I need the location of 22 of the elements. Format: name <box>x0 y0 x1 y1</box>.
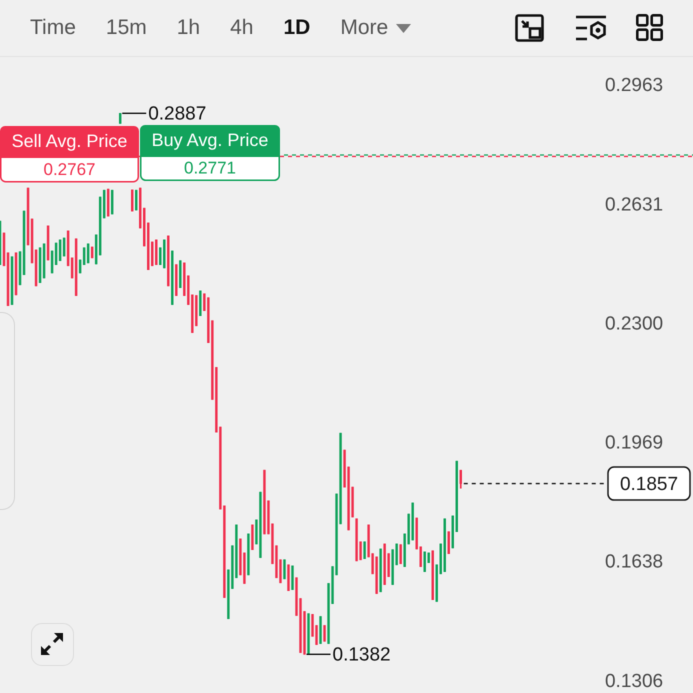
annotation: 0.2887 <box>148 104 206 125</box>
candlestick <box>460 470 462 489</box>
price-tag: Buy Avg. Price <box>140 125 280 156</box>
y-tick-label: 0.2963 <box>604 75 664 96</box>
y-tick-label: 0.1969 <box>604 432 664 454</box>
y-tick-label: 0.2631 <box>604 194 664 216</box>
ref-line-label: Sell Avg. Price <box>12 131 128 152</box>
y-tick-label: 0.1638 <box>604 552 664 572</box>
text: 1h <box>176 16 200 40</box>
text: Time <box>30 16 76 40</box>
annotation: 0.2767 <box>44 160 96 180</box>
y-tick-label: 0.1306 <box>604 670 664 692</box>
text: 4h <box>230 16 254 40</box>
price-tag: Sell Avg. Price <box>0 126 139 158</box>
text: 1D <box>283 16 310 40</box>
annotation: 0.2771 <box>184 158 236 178</box>
ref-line-label: 0.1857 <box>620 474 678 495</box>
text: More <box>340 16 388 40</box>
ref-line-label: Buy Avg. Price <box>152 130 268 150</box>
annotation: 0.1382 <box>332 644 391 666</box>
text: 15m <box>106 16 147 40</box>
y-tick-label: 0.2300 <box>604 314 664 335</box>
